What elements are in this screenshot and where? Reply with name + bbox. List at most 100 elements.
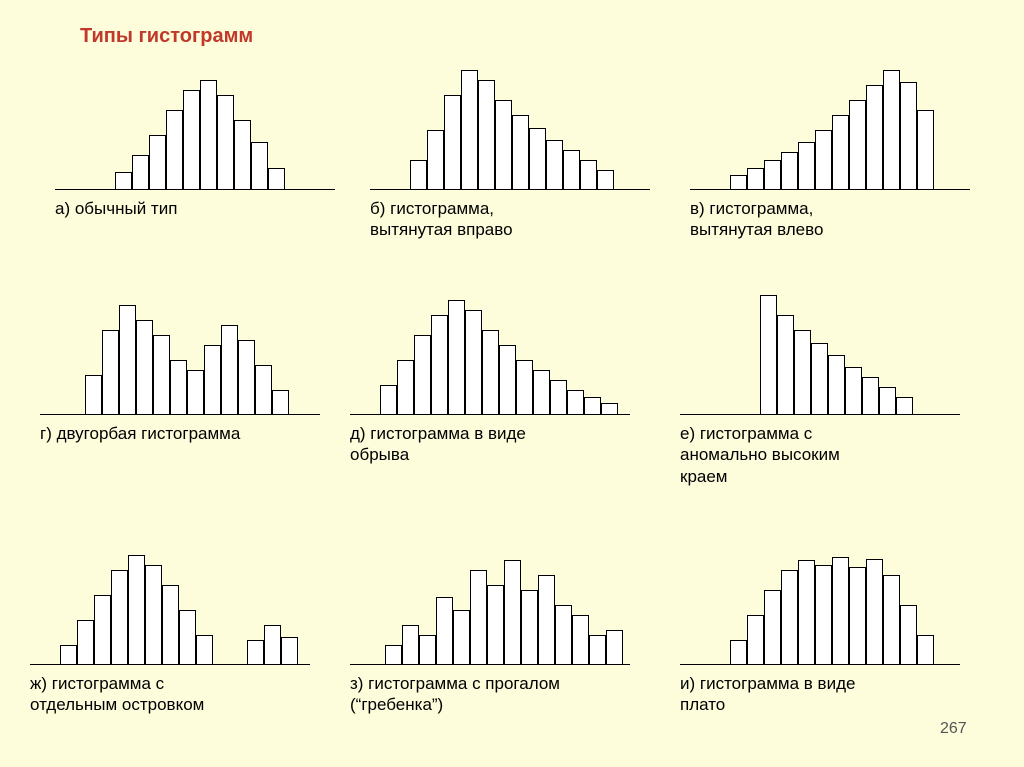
bar (533, 370, 550, 415)
bar (132, 155, 149, 190)
bar (128, 555, 145, 665)
bar (845, 367, 862, 415)
bars (760, 295, 913, 415)
bar (166, 110, 183, 190)
bar (272, 390, 289, 415)
bar (102, 330, 119, 415)
bar (879, 387, 896, 415)
bar (119, 305, 136, 415)
bars (410, 70, 614, 190)
bar (589, 635, 606, 665)
bar (77, 620, 94, 665)
bar (115, 172, 132, 190)
bar (781, 570, 798, 665)
bar (815, 565, 832, 665)
bar (495, 100, 512, 190)
histogram-d: г) двугорбая гистограмма (40, 285, 340, 444)
bar (200, 80, 217, 190)
bars (85, 305, 289, 415)
bar (196, 635, 213, 665)
bar (448, 300, 465, 415)
histogram-e: д) гистограмма в виде обрыва (350, 285, 650, 466)
bar (798, 142, 815, 190)
bar (217, 95, 234, 190)
bar (764, 590, 781, 665)
bars (730, 70, 934, 190)
bar (410, 160, 427, 190)
bar (900, 82, 917, 190)
bar (465, 310, 482, 415)
bars (60, 555, 298, 665)
bar (917, 110, 934, 190)
bar (849, 567, 866, 665)
bar (866, 85, 883, 190)
bar (760, 295, 777, 415)
bar (580, 160, 597, 190)
bar (516, 360, 533, 415)
bar (419, 635, 436, 665)
histogram-g: ж) гистограмма с отдельным островком (30, 535, 330, 716)
bar (811, 343, 828, 415)
bar (255, 365, 272, 415)
bar (777, 315, 794, 415)
bar (221, 325, 238, 415)
bar (149, 135, 166, 190)
bar (111, 570, 128, 665)
bar (917, 635, 934, 665)
bar (247, 640, 264, 665)
caption: б) гистограмма, вытянутая вправо (370, 198, 670, 241)
bar (606, 630, 623, 665)
bar-gap (213, 664, 230, 665)
bar (550, 380, 567, 415)
bar (849, 100, 866, 190)
bar (145, 565, 162, 665)
bar (238, 340, 255, 415)
bar (453, 610, 470, 665)
bar (730, 175, 747, 190)
bar (153, 335, 170, 415)
bar (521, 590, 538, 665)
bar (427, 130, 444, 190)
bar (187, 370, 204, 415)
chart-area (370, 60, 650, 190)
bar (538, 575, 555, 665)
caption: в) гистограмма, вытянутая влево (690, 198, 990, 241)
bar (764, 160, 781, 190)
bar (572, 615, 589, 665)
bar (402, 625, 419, 665)
histogram-c: в) гистограмма, вытянутая влево (690, 60, 990, 241)
bar (781, 152, 798, 190)
bar (431, 315, 448, 415)
bar (866, 559, 883, 665)
bar (828, 355, 845, 415)
bar (85, 375, 102, 415)
bar (499, 345, 516, 415)
histogram-b: б) гистограмма, вытянутая вправо (370, 60, 670, 241)
histogram-f: е) гистограмма с аномально высоким краем (680, 285, 980, 487)
bar (584, 397, 601, 415)
chart-area (690, 60, 970, 190)
caption: а) обычный тип (55, 198, 355, 219)
chart-area (55, 60, 335, 190)
bar (832, 557, 849, 665)
bar (436, 597, 453, 665)
histogram-a: а) обычный тип (55, 60, 355, 219)
bar (268, 168, 285, 190)
bar (179, 610, 196, 665)
bar (204, 345, 221, 415)
bar (567, 390, 584, 415)
bar (183, 90, 200, 190)
bar (730, 640, 747, 665)
page-title: Типы гистограмм (80, 25, 253, 48)
bar (385, 645, 402, 665)
chart-area (680, 285, 960, 415)
bar (281, 637, 298, 665)
bar (94, 595, 111, 665)
bar (529, 128, 546, 190)
chart-area (680, 535, 960, 665)
bar (60, 645, 77, 665)
bar (900, 605, 917, 665)
caption: ж) гистограмма с отдельным островком (30, 673, 330, 716)
caption: е) гистограмма с аномально высоким краем (680, 423, 980, 487)
bar (883, 575, 900, 665)
